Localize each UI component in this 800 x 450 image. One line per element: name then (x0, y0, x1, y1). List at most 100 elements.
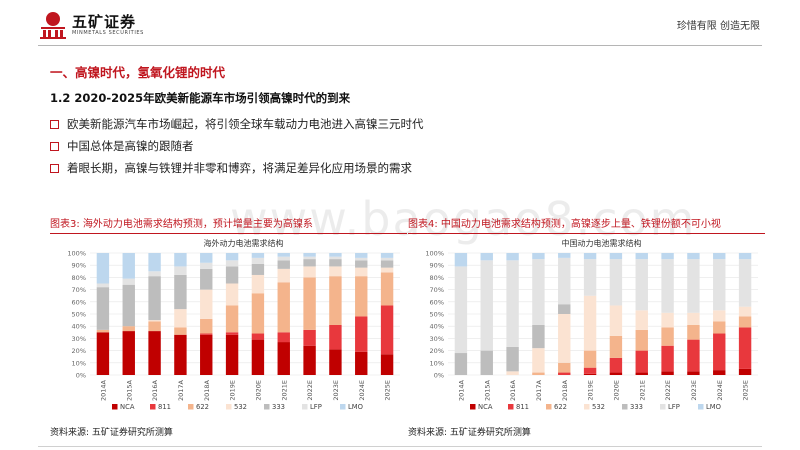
legend-label: 532 (592, 403, 605, 411)
legend-swatch (264, 404, 270, 410)
bar-segment-333 (380, 260, 394, 268)
bar-segment-532 (713, 310, 726, 322)
chart-title: 中国动力电池需求结构 (562, 238, 642, 248)
figure-china: 图表4: 中国动力电池需求结构预测，高镍逐步上量、铁锂份额不可小视 中国动力电池… (408, 217, 765, 438)
bar-segment-622 (558, 362, 571, 373)
bar-segment-333 (251, 263, 265, 275)
bar-segment-LMO (661, 253, 674, 260)
bar-segment-LMO (122, 253, 135, 279)
y-tick-label: 60% (72, 298, 86, 306)
legend-label: NCA (478, 403, 493, 411)
bar-segment-532 (329, 266, 342, 277)
figure-source: 资料来源: 五矿证券研究所测算 (50, 428, 173, 438)
legend-label: LMO (706, 403, 721, 411)
bar-segment-811 (583, 367, 597, 374)
x-tick-label: 2016A (151, 379, 159, 401)
y-tick-label: 10% (72, 359, 86, 367)
bar-segment-532 (174, 309, 187, 328)
legend-swatch (660, 404, 666, 410)
y-tick-label: 0% (434, 372, 444, 380)
bar-segment-811 (200, 333, 213, 335)
bar-segment-622 (609, 335, 623, 358)
y-tick-label: 90% (72, 262, 86, 270)
chart-overseas: 海外动力电池需求结构 0% 10% 20% 30% 40% 50% 60% 70% 80% 90% 1… (67, 238, 400, 411)
bar-segment-LMO (480, 253, 493, 261)
x-tick-label: 2023E (332, 380, 340, 401)
x-tick-label: 2017A (535, 379, 543, 401)
y-tick-label: 60% (430, 298, 444, 306)
brand-logo-icon (40, 12, 66, 39)
bar-segment-811 (558, 372, 571, 375)
bar-segment-NCA (251, 339, 265, 375)
x-tick-label: 2025E (742, 380, 750, 401)
bar-segment-811 (303, 329, 316, 346)
section-title: 一、高镍时代，氢氧化锂的时代 (50, 65, 226, 80)
bar-segment-532 (583, 295, 597, 351)
bullet-item: 着眼长期，高镍与铁锂并非零和博弈，将满足差异化应用场景的需求 (50, 157, 424, 179)
legend-swatch (188, 404, 194, 410)
bar-segment-LMO (96, 253, 110, 284)
bar-segment-622 (251, 293, 265, 334)
bar-segment-622 (225, 305, 239, 333)
bar-segment-811 (225, 332, 239, 335)
bar-segment-LFP (277, 256, 290, 261)
y-tick-label: 20% (72, 347, 86, 355)
bar-segment-333 (96, 287, 110, 330)
bar-segment-LMO (303, 253, 316, 257)
bar-segment-NCA (148, 331, 161, 375)
bar-segment-LMO (277, 253, 290, 257)
bar-segment-NCA (635, 372, 648, 375)
bar-segment-LFP (635, 259, 648, 311)
bar-segment-622 (635, 329, 648, 351)
bar-segment-LMO (713, 253, 726, 260)
bar-segment-333 (558, 304, 571, 314)
sub-title: 1.2 2020-2025年欧美新能源车市场引领高镍时代的到来 (50, 91, 351, 105)
legend-label: 622 (196, 403, 209, 411)
legend-label: LFP (310, 403, 322, 411)
y-tick-label: 30% (72, 335, 86, 343)
bar-segment-NCA (355, 351, 368, 375)
bar-segment-333 (148, 276, 161, 321)
bar-segment-622 (200, 318, 213, 334)
bullet-square-icon (50, 163, 59, 173)
bar-segment-333 (174, 274, 187, 310)
bar-segment-NCA (583, 373, 597, 375)
bar-segment-811 (329, 324, 342, 350)
bar-segment-LFP (174, 266, 187, 275)
figure-caption: 图表3: 海外动力电池需求结构预测，预计增量主要为高镍系 (50, 217, 407, 234)
x-tick-label: 2022E (664, 380, 672, 401)
legend-swatch (226, 404, 232, 410)
bar-segment-LMO (635, 253, 648, 260)
bar-segment-811 (355, 316, 368, 352)
legend-label: 333 (272, 403, 285, 411)
bar-segment-333 (480, 350, 493, 375)
x-tick-label: 2025E (384, 380, 392, 401)
bar-segment-LFP (303, 256, 316, 260)
bar-segment-LMO (225, 253, 239, 261)
bar-segment-NCA (609, 372, 623, 375)
legend-label: 811 (158, 403, 171, 411)
header-slogan: 珍惜有限 创造无限 (676, 21, 760, 32)
bar-segment-333 (303, 259, 316, 267)
legend-label: 622 (554, 403, 567, 411)
bar-segment-LFP (96, 283, 110, 288)
bar-segment-LFP (251, 257, 265, 264)
x-tick-label: 2015A (125, 379, 133, 401)
y-tick-label: 100% (67, 250, 86, 258)
bar-segment-333 (122, 284, 135, 327)
legend-swatch (546, 404, 552, 410)
chart-china: 中国动力电池需求结构 0% 10% 20% 30% 40% 50% 60% 70% 80% 90% 1… (425, 238, 758, 411)
x-tick-label: 2017A (177, 379, 185, 401)
bar-segment-532 (277, 268, 290, 283)
x-tick-label: 2020E (612, 380, 620, 401)
bar-segment-LFP (329, 256, 342, 260)
y-tick-label: 80% (72, 274, 86, 282)
footer-divider (38, 446, 762, 447)
chart-title: 海外动力电池需求结构 (204, 238, 284, 248)
bar-segment-LFP (148, 271, 161, 277)
legend-label: 333 (630, 403, 643, 411)
bar-segment-LMO (148, 253, 161, 272)
bar-segment-622 (738, 316, 752, 328)
legend-label: LFP (668, 403, 680, 411)
x-tick-label: 2021E (638, 380, 646, 401)
